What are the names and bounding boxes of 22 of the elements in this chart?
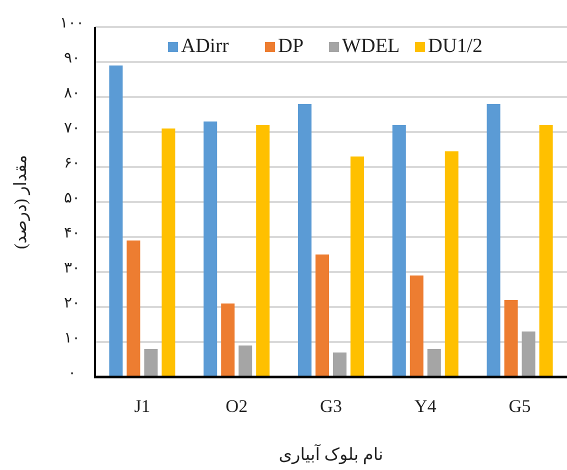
- y-tick-label: ۰: [68, 365, 76, 382]
- x-tick-label: G5: [508, 396, 531, 416]
- x-tick-label: Y4: [414, 396, 436, 416]
- y-axis-title: مقدار (درصد): [11, 154, 31, 250]
- y-tick-label: ۸۰: [64, 85, 80, 102]
- y-tick-label: ۷۰: [64, 120, 80, 136]
- legend-label: DP: [278, 35, 304, 57]
- x-axis-title: نام بلوک آبیاری: [278, 444, 384, 465]
- y-tick-label: ۱۰: [64, 330, 80, 346]
- y-tick-label: ۶۰: [64, 155, 80, 172]
- x-tick-label: O2: [226, 396, 248, 416]
- y-tick-label: ۹۰: [64, 50, 80, 66]
- y-tick-label: ۲۰: [64, 295, 80, 312]
- x-tick-label: J1: [134, 396, 150, 416]
- y-tick-label: ۳۰: [64, 260, 80, 276]
- legend-label: DU1/2: [428, 35, 482, 57]
- y-tick-label: ۴۰: [64, 225, 80, 242]
- y-tick-label: ۱۰۰: [60, 15, 84, 32]
- y-tick-label: ۵۰: [64, 190, 80, 206]
- legend-label: ADirr: [181, 35, 230, 57]
- x-tick-label: G3: [320, 396, 342, 416]
- legend-label: WDEL: [342, 35, 400, 57]
